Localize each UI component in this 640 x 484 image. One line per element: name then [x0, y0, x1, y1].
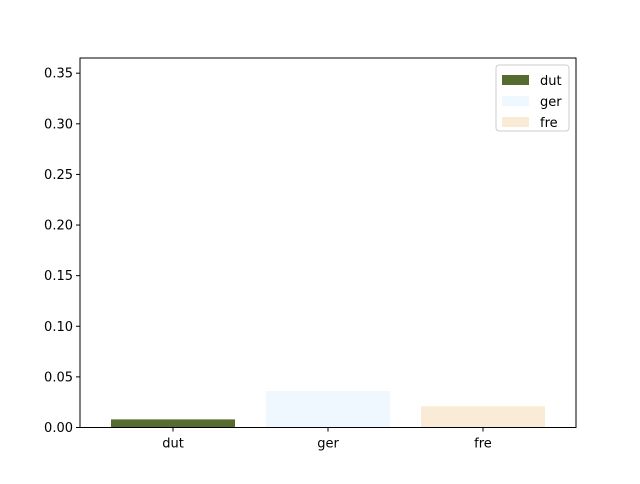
y-tick-label: 0.10 [44, 320, 73, 335]
y-tick-label: 0.15 [44, 269, 73, 284]
x-axis-ticks: dut ger fre [162, 427, 492, 452]
plot-frame [79, 57, 577, 428]
x-tick-label: dut [162, 437, 184, 452]
bar-dut [111, 419, 235, 428]
y-tick-label: 0.25 [44, 168, 73, 183]
bar-fre [421, 406, 545, 428]
bars-layer [111, 391, 545, 428]
y-tick-label: 0.20 [44, 219, 73, 234]
legend-label-ger: ger [540, 95, 562, 110]
legend: dut ger fre [495, 64, 570, 132]
x-tick-label: fre [474, 437, 492, 452]
y-tick-label: 0.30 [44, 117, 73, 132]
legend-swatch-dut [502, 75, 529, 85]
legend-label-fre: fre [540, 116, 558, 131]
legend-swatch-fre [502, 117, 529, 127]
y-tick-label: 0.00 [44, 421, 73, 436]
bar-ger [266, 391, 390, 428]
x-tick-label: ger [317, 437, 339, 452]
y-tick-label: 0.35 [44, 67, 73, 82]
y-tick-label: 0.05 [44, 370, 73, 385]
legend-label-dut: dut [540, 74, 562, 89]
legend-swatch-ger [502, 96, 529, 106]
y-axis-ticks: 0.00 0.05 0.10 0.15 0.20 0.25 0.30 0.35 [44, 67, 80, 436]
